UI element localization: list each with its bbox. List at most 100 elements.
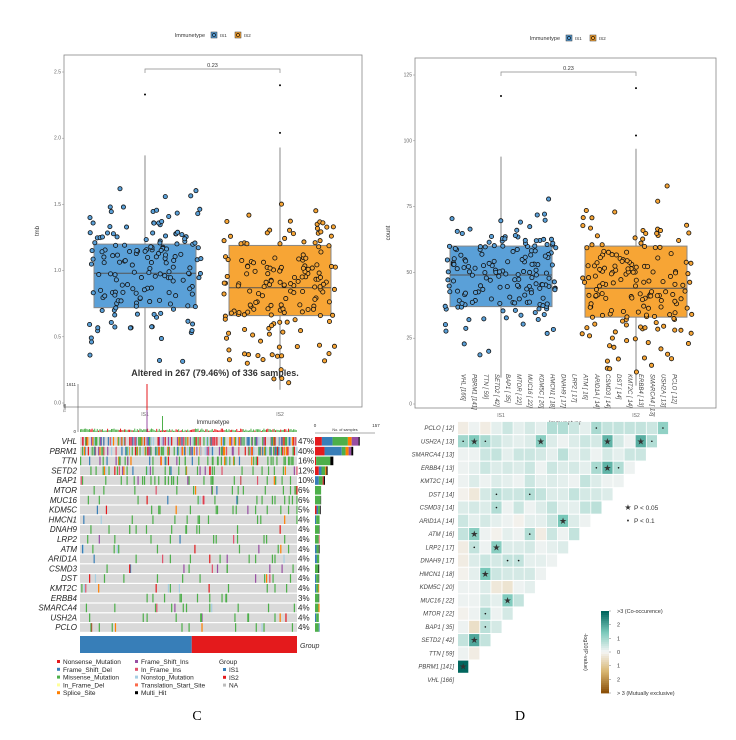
mutation-cell — [266, 584, 268, 593]
data-point — [533, 267, 539, 273]
mutation-cell — [263, 535, 265, 544]
heatmap-cell — [535, 527, 546, 541]
data-point — [658, 304, 664, 310]
mutation-cell — [85, 437, 88, 446]
gene-percent: 6% — [298, 496, 310, 505]
data-point — [90, 220, 96, 226]
mutation-cell — [287, 456, 290, 466]
data-point — [259, 293, 265, 299]
heatmap-cell — [524, 554, 535, 567]
data-point — [518, 312, 524, 318]
mutation-cell — [120, 476, 122, 485]
data-point — [546, 275, 552, 281]
tmb-bar — [174, 430, 176, 432]
mutation-cell — [283, 554, 285, 564]
data-point — [536, 306, 542, 312]
data-point — [454, 266, 460, 272]
mutation-cell — [81, 476, 84, 485]
mutation-cell — [241, 466, 243, 475]
tmb-bar — [95, 430, 97, 432]
star-icon: ★ — [559, 516, 567, 526]
mutation-cell — [195, 437, 197, 446]
heatmap-cell — [580, 435, 591, 448]
data-point — [300, 265, 306, 271]
mutation-cell — [271, 437, 273, 446]
legend-point-icon — [236, 33, 240, 37]
mutation-cell — [274, 554, 276, 564]
dot-icon — [484, 612, 487, 615]
data-point — [271, 376, 277, 382]
heatmap-cell — [646, 421, 657, 435]
tmb-bar — [289, 429, 291, 432]
heatmap-cell — [502, 607, 513, 620]
data-point — [187, 265, 193, 271]
mutation-cell — [236, 495, 238, 505]
tmb-bar — [231, 429, 233, 432]
mutation-cell — [224, 437, 226, 446]
mutation-cell — [242, 486, 244, 495]
tmb-bar — [191, 429, 193, 432]
tmb-bar — [183, 430, 185, 432]
mutation-cell — [185, 525, 187, 534]
gene-label: KDM5C — [49, 506, 77, 515]
data-point — [196, 275, 202, 281]
heatmap-cell — [458, 474, 469, 488]
heatmap-cell — [613, 435, 624, 448]
row-label: TTN [ 59] — [429, 651, 454, 657]
colorbar-label: > 3 (Mutually exclusive) — [617, 691, 675, 697]
mutation-cell — [169, 584, 171, 593]
data-point — [580, 223, 586, 229]
mutation-cell — [214, 495, 216, 505]
tmb-bar — [153, 430, 155, 432]
mutation-cell — [197, 437, 199, 446]
gene-row-bg — [80, 574, 297, 583]
data-point — [277, 319, 283, 325]
heatmap-cell — [591, 488, 602, 501]
heatmap-cell — [546, 501, 558, 514]
gene-row-bg — [80, 495, 297, 505]
data-point — [496, 273, 502, 279]
data-point — [236, 310, 242, 316]
mutation-cell — [140, 437, 142, 446]
mutation-cell — [83, 584, 86, 593]
data-point — [122, 242, 128, 248]
heatmap-cell — [546, 435, 558, 448]
mutation-cell — [197, 495, 199, 505]
heatmap-cell — [513, 488, 524, 501]
sample-count-bar — [316, 574, 319, 583]
data-point — [552, 287, 558, 293]
mutation-cell — [276, 446, 278, 456]
mutation-cell — [287, 505, 290, 515]
data-point — [466, 317, 472, 323]
data-point — [152, 273, 158, 279]
data-point — [300, 288, 306, 294]
data-point — [522, 292, 528, 298]
legend-key-IS1 — [210, 31, 218, 39]
mutation-cell — [233, 535, 235, 544]
heatmap-cell — [480, 594, 491, 607]
data-point — [316, 270, 322, 276]
tmb-bar — [83, 428, 85, 432]
mutation-cell — [196, 525, 198, 534]
data-point — [317, 274, 323, 280]
mutation-cell — [122, 437, 124, 446]
mutation-cell — [260, 515, 262, 524]
heatmap-cell — [502, 594, 513, 607]
tmb-axis-label: TMB — [62, 403, 67, 412]
mutation-cell — [251, 446, 253, 456]
gene-label: SMARCA4 — [38, 604, 77, 613]
tmb-bar — [184, 429, 186, 432]
mutation-cell — [220, 437, 222, 446]
data-point — [265, 271, 271, 277]
mutation-cell — [283, 456, 285, 466]
data-point — [487, 277, 493, 283]
mutation-cell — [229, 437, 232, 446]
data-point — [224, 218, 230, 224]
mutation-cell — [203, 437, 205, 446]
data-point — [667, 312, 673, 318]
data-point — [113, 242, 119, 248]
data-point — [172, 254, 178, 260]
data-point — [186, 270, 192, 276]
mutation-cell — [98, 584, 100, 593]
mutation-cell — [114, 603, 116, 613]
